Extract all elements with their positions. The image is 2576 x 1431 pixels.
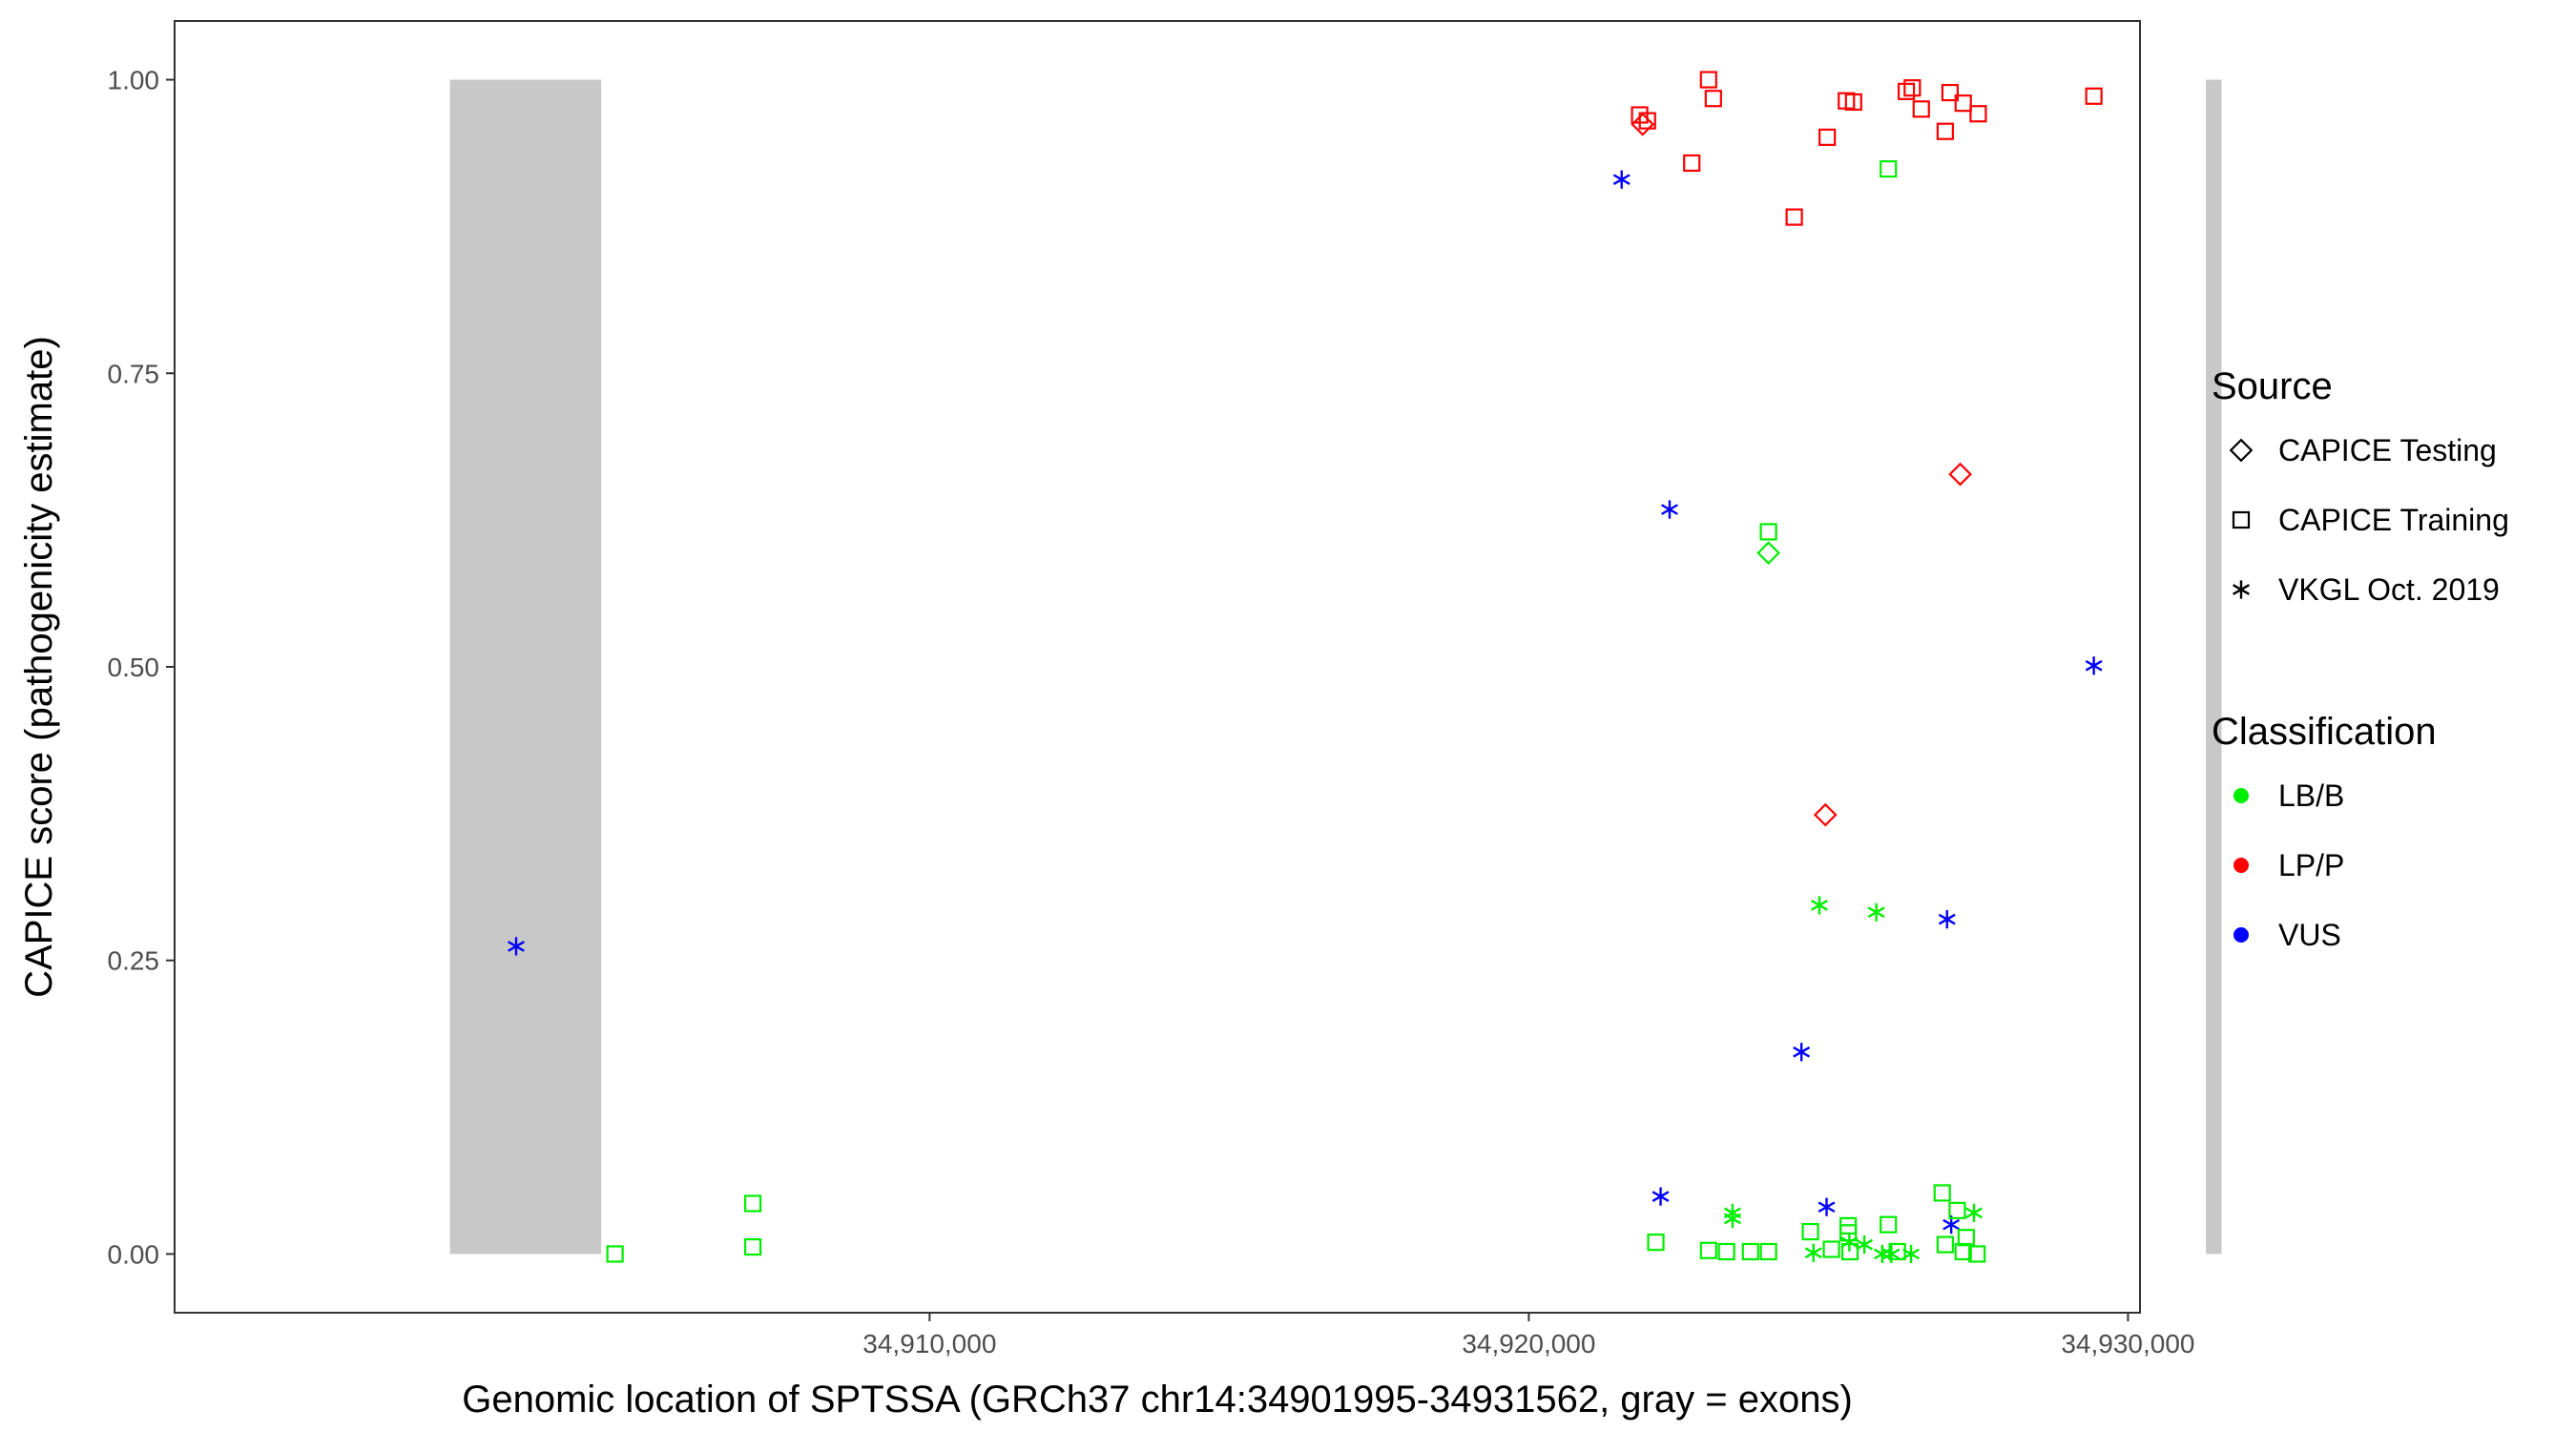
data-point-7 [1631,112,1655,136]
legend-key-square [2232,510,2251,529]
y-tick-label-4: 0.75 [108,359,160,388]
legend-classification-title: Classification [2212,711,2437,753]
data-point-13 [1818,128,1837,146]
data-point-50 [1840,1233,1859,1252]
data-point-47 [1822,1240,1840,1258]
data-point-61 [1954,1242,1972,1261]
legend-classification: Classification LB/B LP/P VUS [2212,711,2437,952]
data-point-35 [1652,1187,1670,1206]
data-point-45 [1801,1222,1819,1241]
data-point-54 [1880,1215,1898,1234]
data-point-11 [1704,90,1722,108]
legend-source-label-3: VKGL Oct. 2019 [2278,572,2500,607]
data-point-15 [1844,93,1862,112]
y-axis-title: CAPICE score (pathogenicity estimate) [18,336,60,998]
exon-rect-1 [449,79,602,1255]
y-axis: 0.00 0.25 0.50 0.75 1.00 [108,66,175,1269]
data-point-59 [1936,1235,1954,1254]
data-point-63 [1965,1203,1983,1222]
data-point-1 [508,937,525,956]
x-axis-title: Genomic location of SPTSSA (GRCh37 chr14… [462,1379,1853,1421]
data-point-19 [1912,100,1930,118]
legend-key-dot-2 [2233,858,2249,873]
data-point-26 [1661,500,1678,519]
data-point-8 [1638,112,1656,130]
data-point-46 [1804,1243,1822,1262]
data-point-12 [1785,208,1803,226]
data-point-39 [1699,1241,1717,1259]
data-point-52 [1856,1235,1874,1255]
data-point-17 [1897,82,1916,100]
data-point-18 [1903,79,1922,97]
data-point-51 [1840,1242,1859,1261]
data-point-36 [1818,1197,1836,1216]
legend-key-asterisk [2233,580,2250,599]
x-tick-label-2: 34,920,000 [1462,1329,1595,1358]
legend-source: Source CAPICE Testing CAPICE Training VKGL… [2212,365,2509,607]
data-point-24 [2085,87,2103,105]
data-point-9 [1683,154,1701,173]
data-point-31 [1811,896,1828,915]
data-point-60 [1948,1201,1966,1220]
data-point-42 [1723,1209,1741,1229]
y-tick-label-5: 1.00 [108,66,160,95]
exon-rect-2 [2206,79,2222,1255]
legend-source-label-1: CAPICE Testing [2278,433,2497,467]
y-tick-label-3: 0.50 [108,653,160,682]
data-point-22 [1954,94,1972,113]
data-point-34 [1793,1043,1811,1062]
data-point-23 [1969,105,1987,123]
data-point-2 [606,1245,624,1263]
data-point-layer [508,71,2103,1264]
legend-source-title: Source [2212,365,2333,407]
data-point-64 [1968,1245,1986,1263]
x-tick-label-3: 34,930,000 [2061,1329,2194,1358]
legend-classification-label-1: LB/B [2278,778,2344,813]
data-point-30 [1813,802,1838,827]
data-point-38 [1647,1234,1665,1252]
data-point-20 [1936,122,1954,140]
y-tick-label-1: 0.00 [108,1239,160,1269]
data-point-57 [1902,1244,1921,1264]
data-point-40 [1717,1242,1735,1261]
data-point-62 [1957,1229,1975,1247]
data-point-21 [1941,83,1960,102]
data-point-58 [1933,1184,1951,1202]
x-axis: 34,910,000 34,920,000 34,930,000 [862,1313,2195,1358]
data-point-5 [1612,170,1631,189]
data-point-43 [1741,1242,1759,1261]
data-point-3 [743,1194,762,1213]
data-point-25 [1948,462,1972,487]
y-tick-label-2: 0.25 [108,946,160,976]
data-point-28 [1756,541,1780,565]
x-tick-label-1: 34,910,000 [862,1329,996,1358]
legend-key-diamond [2229,438,2254,463]
data-point-4 [743,1237,762,1256]
legend-classification-label-3: VUS [2278,918,2341,952]
data-point-27 [1759,523,1777,541]
data-point-10 [1699,71,1717,89]
legend-classification-label-2: LP/P [2278,848,2344,882]
exon-layer [449,79,2222,1255]
data-point-32 [1867,902,1885,922]
data-point-33 [1938,910,1956,929]
data-point-29 [2085,656,2103,675]
legend-source-label-2: CAPICE Training [2278,503,2509,537]
legend-key-dot-1 [2233,788,2249,803]
data-point-44 [1759,1242,1777,1261]
data-point-16 [1880,159,1898,178]
legend-key-dot-3 [2233,927,2249,943]
